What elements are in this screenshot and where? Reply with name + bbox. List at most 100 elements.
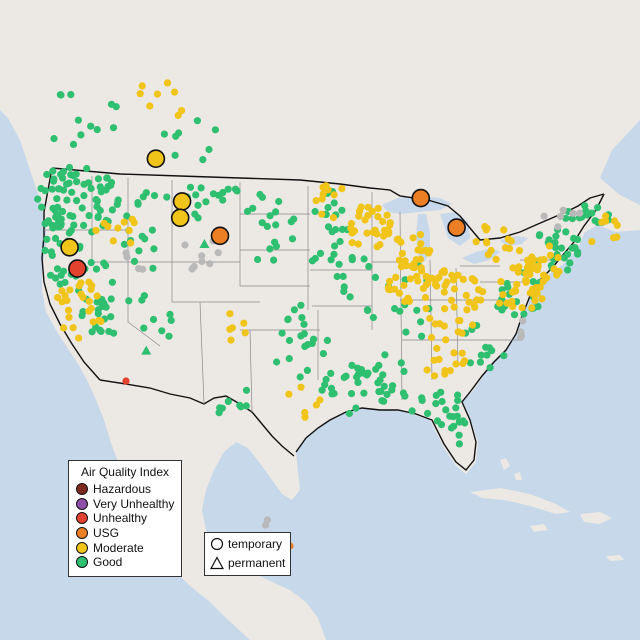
moderate-monitor (136, 90, 144, 98)
good-monitor (166, 310, 174, 318)
good-monitor (194, 201, 202, 209)
good-monitor (273, 358, 281, 366)
moderate-monitor (120, 218, 128, 226)
good-monitor (535, 232, 544, 240)
moderate-monitor (471, 303, 479, 311)
moderate-monitor (427, 333, 436, 342)
moderate-monitor (226, 310, 234, 318)
good-monitor (258, 219, 266, 227)
good-monitor (88, 328, 96, 336)
good-monitor (372, 365, 380, 373)
good-monitor (418, 332, 426, 340)
good-monitor (417, 318, 425, 326)
legend-label: Hazardous (93, 482, 152, 497)
good-monitor (594, 204, 602, 212)
good-monitor (342, 372, 350, 380)
good-swatch (76, 556, 88, 569)
good-monitor (288, 235, 297, 243)
good-monitor (55, 185, 63, 193)
good-monitor (73, 197, 81, 205)
good-monitor (130, 257, 139, 265)
moderate-monitor (531, 297, 539, 305)
moderate-monitor (95, 317, 103, 325)
moderate-swatch (76, 541, 88, 554)
moderate-monitor (435, 355, 443, 363)
moderate-monitor (319, 190, 327, 198)
good-monitor (483, 351, 491, 359)
good-monitor (113, 200, 121, 208)
good-monitor (333, 272, 341, 281)
moderate-monitors (54, 79, 621, 421)
good-monitor (455, 431, 463, 439)
moderate-monitor (447, 296, 456, 304)
good-monitor (175, 129, 183, 137)
temporary-monitor (170, 208, 190, 228)
good-monitor (236, 401, 244, 409)
moderate-monitor (354, 240, 362, 248)
good-monitor (94, 213, 102, 221)
us-coastline-west (41, 167, 101, 381)
good-monitor (324, 223, 333, 231)
moderate-monitor (374, 213, 382, 221)
moderate-monitor (463, 306, 471, 314)
moderate-monitor (241, 329, 249, 337)
good-monitor (574, 235, 582, 243)
good-monitor (224, 185, 232, 193)
good-monitor (194, 214, 202, 222)
moderate-monitor (125, 226, 133, 235)
moderate-monitor (347, 224, 355, 232)
moderate-monitor (371, 226, 379, 234)
good-monitor (383, 390, 391, 399)
no-data-monitor (554, 223, 562, 231)
no-data-monitor (576, 209, 584, 217)
good-monitor (285, 336, 294, 345)
moderate-monitor (546, 251, 555, 259)
good-monitor (80, 192, 88, 200)
good-monitor (347, 390, 356, 398)
moderate-monitor (440, 322, 448, 330)
good-monitor (442, 406, 450, 414)
good-monitor (150, 192, 159, 200)
moderate-monitor (422, 272, 430, 281)
moderate-monitor (454, 271, 462, 279)
legend-label: Unhealthy (93, 511, 148, 526)
moderate-monitor (430, 372, 439, 380)
good-monitor (103, 174, 111, 182)
good-monitor (331, 226, 340, 234)
legend-label: USG (93, 526, 120, 541)
moderate-monitor (455, 317, 463, 325)
moderate-monitor (69, 324, 77, 332)
moderate-monitor (163, 79, 172, 87)
good-monitor (85, 212, 93, 220)
no-data-monitor (559, 206, 567, 214)
moderate-monitor (610, 234, 618, 242)
good-monitor (163, 193, 171, 201)
no-data-monitor (139, 265, 147, 273)
good-monitor (588, 209, 596, 217)
moderate-monitor (93, 292, 101, 300)
good-monitor (120, 240, 128, 248)
no-data-monitor (263, 516, 271, 524)
moderate-monitor (443, 278, 451, 286)
good-monitor (413, 306, 421, 314)
moderate-monitor (482, 238, 491, 246)
good-monitor (186, 183, 195, 191)
good-monitor (202, 198, 210, 206)
good-monitor (557, 244, 566, 252)
good-monitor (59, 174, 67, 182)
moderate-monitor (380, 232, 388, 240)
legend-label: Good (93, 555, 123, 570)
good-monitor (165, 332, 173, 340)
good-monitor (327, 369, 335, 377)
temporary-monitor (447, 218, 466, 237)
hispaniola (580, 512, 612, 524)
moderate-monitor (414, 246, 422, 254)
moderate-monitor (426, 314, 434, 323)
good-monitor (51, 234, 60, 242)
moderate-monitor (483, 224, 491, 232)
good-monitor (43, 235, 51, 243)
moderate-monitor (85, 307, 93, 315)
good-monitor (37, 184, 45, 193)
permanent-monitor (141, 345, 152, 355)
legend-item-very-unhealthy: Very Unhealthy (69, 497, 181, 512)
